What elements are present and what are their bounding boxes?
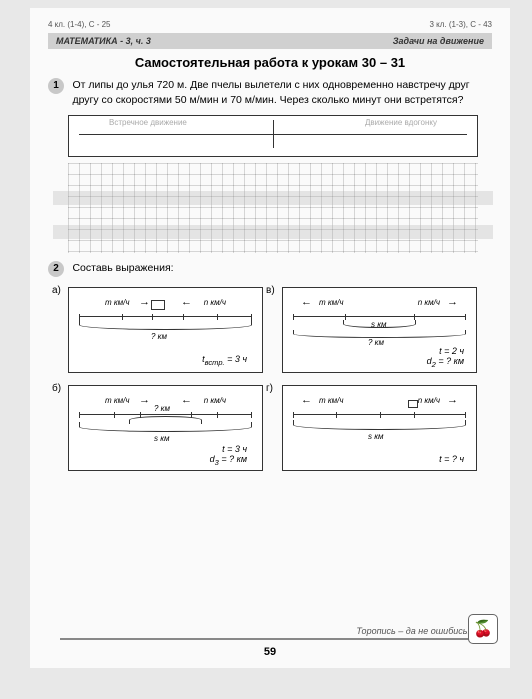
- arrow-left-icon: ←: [181, 296, 192, 308]
- header-right: Задачи на движение: [393, 36, 484, 46]
- arc-outer: [293, 330, 466, 338]
- t-label: tвстр. = 3 ч: [202, 354, 247, 367]
- speed-m: m км/ч: [105, 396, 130, 405]
- panel-g-wrap: г) m км/ч ← n км/ч → s км t = ? ч: [282, 385, 482, 475]
- panel-b-wrap: б) m км/ч → n км/ч ← ? км s км t =: [68, 385, 268, 475]
- panel-v-wrap: в) m км/ч ← n км/ч → s км ? км t = 2 ч: [282, 287, 482, 377]
- page-title: Самостоятельная работа к урокам 30 – 31: [48, 55, 492, 70]
- panel-a-wrap: а) m км/ч → n км/ч ← ? км tвстр.: [68, 287, 268, 377]
- ref-left: 4 кл. (1-4), С - 25: [48, 20, 111, 29]
- d-label: d2 = ? км: [427, 356, 464, 369]
- arrow-right-icon: →: [447, 394, 458, 406]
- panel-label-v: в): [266, 285, 275, 296]
- diagram-box-1: Встречное движение Движение вдогонку: [68, 115, 478, 157]
- qkm-label: ? км: [368, 338, 384, 347]
- problem-2: 2 Составь выражения:: [48, 261, 492, 279]
- speed-m: m км/ч: [105, 298, 130, 307]
- diagram-divider: [273, 120, 274, 148]
- panel-grid: а) m км/ч → n км/ч ← ? км tвстр.: [68, 287, 492, 475]
- panel-b: m км/ч → n км/ч ← ? км s км t = 3 ч: [68, 385, 263, 471]
- skm-label: s км: [368, 432, 383, 441]
- skm-label: s км: [154, 434, 169, 443]
- grid-band: [53, 191, 493, 205]
- problem-1: 1 От липы до улья 720 м. Две пчелы вылет…: [48, 78, 492, 107]
- flag-icon: [408, 400, 418, 408]
- panel-label-g: г): [266, 383, 273, 394]
- arrow-left-icon: ←: [301, 296, 312, 308]
- d1-label-right: Движение вдогонку: [365, 118, 437, 127]
- cherry-icon: 🍒: [468, 614, 498, 644]
- panel-label-b: б): [52, 383, 61, 394]
- grid-band: [53, 225, 493, 239]
- arrow-right-icon: →: [139, 296, 150, 308]
- problem-2-text: Составь выражения:: [72, 261, 173, 276]
- panel-g: m км/ч ← n км/ч → s км t = ? ч: [282, 385, 477, 471]
- problem-1-text: От липы до улья 720 м. Две пчелы вылетел…: [72, 78, 482, 107]
- ref-right: 3 кл. (1-3), С - 43: [430, 20, 493, 29]
- speed-n: n км/ч: [418, 396, 440, 405]
- panel-a: m км/ч → n км/ч ← ? км tвстр. = 3 ч: [68, 287, 263, 373]
- arc: [293, 420, 466, 430]
- panel-line: [293, 414, 466, 415]
- panel-line: [79, 316, 252, 317]
- d1-label-left: Встречное движение: [109, 118, 187, 127]
- problem-number-2: 2: [48, 261, 64, 277]
- speed-n: n км/ч: [204, 396, 226, 405]
- arrow-right-icon: →: [447, 296, 458, 308]
- qkm-label: ? км: [154, 404, 170, 413]
- problem-number-1: 1: [48, 78, 64, 94]
- header-left: МАТЕМАТИКА - 3, ч. 3: [56, 36, 151, 46]
- arc: [79, 320, 252, 330]
- section-header: МАТЕМАТИКА - 3, ч. 3 Задачи на движение: [48, 33, 492, 49]
- speed-n: n км/ч: [204, 298, 226, 307]
- panel-label-a: а): [52, 285, 61, 296]
- panel-v: m км/ч ← n км/ч → s км ? км t = 2 ч d2 =…: [282, 287, 477, 373]
- speed-m: m км/ч: [319, 298, 344, 307]
- arrow-right-icon: →: [139, 394, 150, 406]
- speed-m: m км/ч: [319, 396, 344, 405]
- qkm-label: ? км: [151, 332, 167, 341]
- arc-outer: [79, 422, 252, 432]
- speed-n: n км/ч: [418, 298, 440, 307]
- footer-motto: Торопись – да не ошибись!: [60, 626, 470, 640]
- d-label: d3 = ? км: [210, 454, 247, 467]
- work-grid: [68, 163, 478, 253]
- arrow-left-icon: ←: [181, 394, 192, 406]
- t-label: t = ? ч: [439, 454, 464, 464]
- page-number: 59: [30, 646, 510, 658]
- panel-line: [79, 414, 252, 415]
- skm-label: s км: [371, 320, 386, 329]
- arrow-left-icon: ←: [301, 394, 312, 406]
- panel-line: [293, 316, 466, 317]
- top-references: 4 кл. (1-4), С - 25 3 кл. (1-3), С - 43: [48, 20, 492, 29]
- flag-icon: [151, 300, 165, 310]
